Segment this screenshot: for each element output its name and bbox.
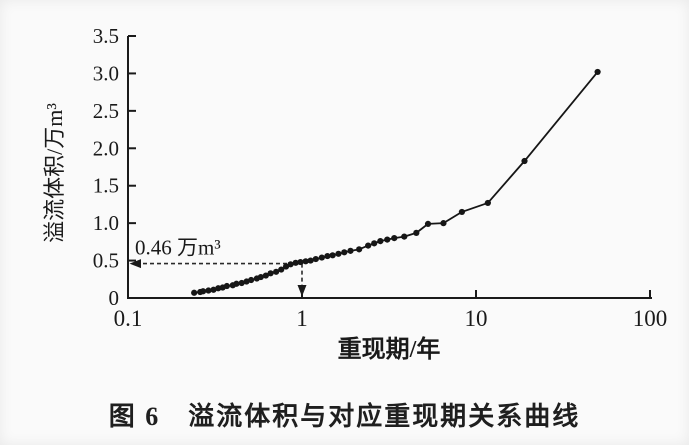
data-point	[287, 261, 294, 268]
data-point	[273, 268, 280, 275]
data-point	[384, 236, 391, 243]
data-point	[292, 259, 299, 266]
data-point	[233, 280, 240, 287]
data-point	[594, 68, 601, 76]
data-point	[307, 257, 314, 264]
data-point	[329, 252, 336, 259]
data-point	[278, 266, 285, 273]
data-point	[341, 249, 348, 256]
data-point	[335, 250, 342, 257]
y-tick-label: 0.5	[93, 249, 119, 273]
y-tick-label: 0	[109, 286, 120, 310]
annotation-arrow-left-icon	[129, 259, 141, 269]
data-point	[297, 258, 304, 266]
data-point	[371, 240, 378, 247]
data-line	[194, 71, 599, 294]
data-point	[210, 286, 217, 293]
data-point	[324, 252, 331, 260]
data-point	[257, 273, 264, 281]
x-tick-label: 1	[296, 306, 308, 331]
data-point	[365, 242, 372, 249]
x-tick-label: 100	[633, 306, 668, 331]
data-point	[223, 282, 230, 290]
y-tick-label: 2.0	[93, 136, 119, 160]
annotation-arrow-down-icon	[297, 285, 307, 297]
y-axis-label: 溢流体积/万m³	[42, 103, 67, 243]
x-axis-label: 重现期/年	[338, 335, 441, 363]
data-point	[356, 246, 363, 253]
x-tick-label: 0.1	[114, 306, 143, 331]
annotation-label: 0.46 万m³	[135, 236, 221, 260]
data-point	[248, 276, 255, 284]
y-tick-label: 2.5	[93, 99, 119, 123]
data-point	[302, 258, 309, 265]
y-tick-label: 1.0	[93, 211, 119, 235]
data-point	[199, 288, 207, 295]
y-tick-label: 3.5	[93, 24, 119, 48]
data-point	[424, 220, 432, 227]
data-point	[521, 157, 528, 165]
data-point	[262, 272, 269, 279]
data-point	[205, 287, 212, 294]
data-point	[312, 255, 319, 263]
data-point	[458, 208, 466, 216]
data-point	[401, 233, 408, 240]
y-tick-label: 3.0	[93, 61, 119, 85]
data-point	[377, 238, 384, 245]
data-point	[440, 220, 447, 227]
data-point	[267, 270, 274, 277]
data-point	[318, 254, 325, 261]
data-point	[238, 279, 245, 287]
data-point	[391, 235, 398, 242]
x-tick-label: 10	[465, 306, 488, 331]
data-point	[191, 289, 198, 296]
data-point	[413, 229, 420, 236]
data-point	[347, 247, 354, 254]
y-tick-label: 1.5	[93, 174, 119, 198]
figure-caption: 图 6 溢流体积与对应重现期关系曲线	[108, 402, 581, 431]
data-point	[484, 199, 491, 207]
overflow-volume-vs-return-period-chart: 0.1 1 10 100 0 0.5 1.0 1.5 2.0 2.5 3.0 3.5 重现期/年 溢流体积…	[42, 24, 668, 363]
